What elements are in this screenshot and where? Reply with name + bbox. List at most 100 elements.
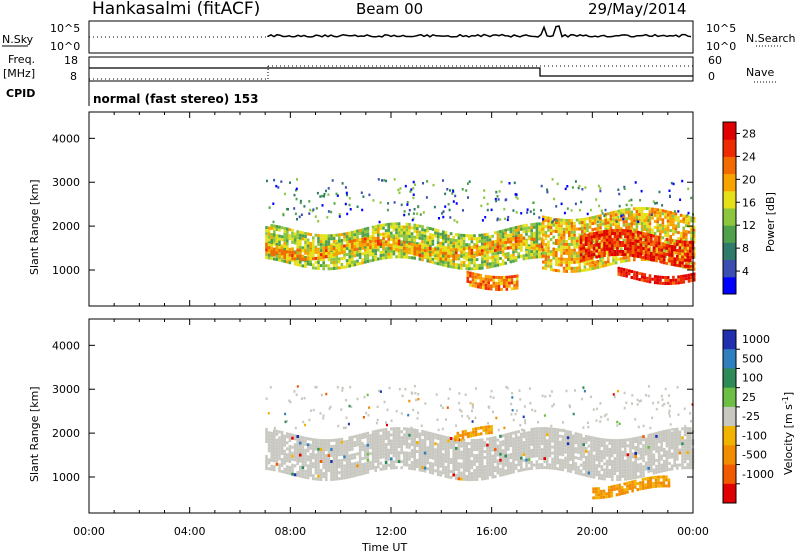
velocity-cell	[382, 431, 385, 435]
power-cell	[627, 207, 631, 211]
velocity-cell	[327, 454, 331, 458]
power-cell	[590, 238, 593, 242]
velocity-cell	[639, 474, 643, 478]
velocity-cell	[384, 437, 388, 440]
velocity-cell	[556, 446, 559, 450]
velocity-cell	[273, 438, 276, 442]
velocity-cell	[634, 464, 637, 467]
power-cell	[579, 250, 583, 254]
power-cell	[542, 224, 545, 228]
velocity-cell	[626, 459, 630, 463]
velocity-cell	[595, 443, 598, 447]
power-cell	[609, 226, 613, 230]
velocity-cell	[613, 469, 617, 473]
power-cell	[660, 248, 663, 252]
velocity-cell	[434, 463, 437, 467]
power-cell	[592, 250, 596, 253]
power-cell	[560, 233, 563, 237]
power-cell	[629, 232, 632, 236]
velocity-cell	[395, 436, 398, 440]
velocity-cell	[642, 474, 645, 478]
power-cell	[666, 219, 670, 223]
power-cell	[361, 243, 364, 247]
velocity-cell	[366, 437, 370, 441]
velocity-cell	[553, 427, 557, 431]
power-cell	[410, 232, 414, 236]
velocity-cell	[621, 474, 624, 478]
power-cell	[612, 255, 615, 259]
velocity-cell	[299, 474, 302, 478]
velocity-cell	[668, 437, 671, 441]
velocity-cell	[379, 428, 383, 432]
power-cell	[533, 212, 536, 216]
power-cell	[570, 239, 574, 243]
velocity-cell	[460, 444, 463, 448]
velocity-cell	[507, 438, 510, 442]
power-cell	[653, 213, 657, 217]
power-cell	[638, 210, 641, 213]
velocity-cell	[644, 449, 648, 453]
power-cell	[314, 247, 318, 251]
power-cell	[502, 281, 506, 285]
power-cell	[538, 244, 541, 248]
power-cell	[442, 251, 445, 255]
velocity-cell	[283, 470, 286, 474]
power-cell	[590, 244, 593, 248]
power-cell	[530, 250, 533, 254]
velocity-cell	[405, 460, 409, 464]
power-cell	[319, 253, 323, 257]
velocity-cell	[449, 458, 453, 461]
power-cell	[286, 227, 289, 231]
power-cell	[565, 245, 568, 249]
power-cell	[346, 193, 348, 197]
cpid-value: normal (fast stereo) 153	[93, 92, 259, 106]
power-cell	[638, 219, 641, 222]
velocity-cell	[366, 440, 370, 444]
power-cell	[293, 193, 296, 197]
power-cell	[681, 255, 684, 259]
power-cell	[395, 222, 398, 226]
velocity-cell	[327, 466, 331, 470]
power-cell	[637, 239, 640, 243]
power-cell	[295, 187, 298, 191]
velocity-cell	[486, 446, 489, 450]
velocity-cell	[358, 436, 362, 440]
power-cell	[683, 264, 687, 268]
velocity-cell	[603, 444, 606, 448]
power-cell	[351, 254, 354, 258]
power-cell	[540, 237, 544, 241]
power-cell	[565, 227, 568, 231]
power-cell	[678, 261, 682, 265]
power-cell	[668, 259, 671, 263]
power-cell	[512, 226, 515, 230]
power-cell	[617, 218, 620, 222]
velocity-cell	[522, 453, 526, 457]
velocity-cell	[488, 461, 492, 465]
noise-tick-left-top: 10^5	[50, 22, 80, 35]
power-cell	[478, 249, 481, 253]
velocity-cell	[358, 460, 362, 464]
power-cell	[382, 223, 385, 227]
velocity-cell	[275, 444, 279, 448]
power-cell	[400, 243, 403, 247]
power-cell	[491, 246, 494, 250]
velocity-cell	[644, 437, 648, 441]
power-cell	[674, 218, 678, 222]
power-cell	[625, 226, 628, 230]
power-cell	[499, 251, 502, 254]
power-cell	[499, 247, 502, 251]
power-cell	[647, 248, 650, 252]
power-cell	[515, 283, 519, 287]
velocity-cell	[418, 441, 422, 445]
velocity-cell	[374, 456, 377, 460]
power-cell	[358, 262, 362, 265]
power-cell	[555, 227, 558, 230]
power-cell	[442, 257, 445, 261]
power-cell	[562, 221, 566, 225]
power-cell	[594, 227, 597, 231]
velocity-cell	[371, 454, 375, 458]
power-cell	[267, 232, 271, 236]
velocity-cell	[621, 462, 624, 466]
velocity-cell	[530, 433, 533, 437]
velocity-cell	[416, 450, 419, 453]
